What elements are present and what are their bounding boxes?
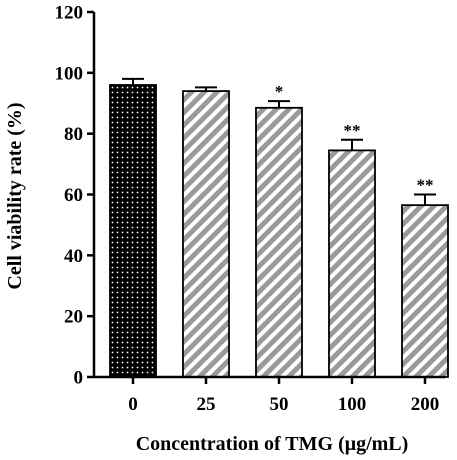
- x-tick-label: 100: [338, 394, 367, 415]
- y-tick-label: 60: [64, 185, 83, 206]
- y-tick-label: 20: [64, 307, 83, 328]
- y-tick-label: 80: [64, 124, 83, 145]
- significance-label: *: [275, 82, 284, 101]
- bar-25: [182, 90, 230, 378]
- x-axis-ticks: 0 25 50 100 200: [128, 377, 439, 415]
- y-axis-title: Cell viability rate (%): [4, 102, 26, 289]
- bar-200: [401, 204, 449, 378]
- significance-label: **: [344, 121, 361, 140]
- y-tick-label: 0: [74, 368, 84, 389]
- bars: *****: [109, 77, 449, 378]
- bar-50: [255, 106, 303, 378]
- y-tick-label: 40: [64, 246, 83, 267]
- x-axis-title: Concentration of TMG (μg/mL): [136, 433, 409, 455]
- y-tick-label: 100: [55, 63, 84, 84]
- y-tick-label: 120: [55, 3, 84, 24]
- x-tick-label: 200: [411, 394, 440, 415]
- bar-100: [328, 149, 376, 378]
- bar-0: [109, 84, 157, 378]
- x-tick-label: 0: [128, 394, 138, 415]
- x-tick-label: 25: [197, 394, 216, 415]
- x-tick-label: 50: [270, 394, 289, 415]
- significance-label: **: [417, 176, 434, 195]
- y-axis-ticks: 0 20 40 60 80 100 120: [55, 3, 94, 389]
